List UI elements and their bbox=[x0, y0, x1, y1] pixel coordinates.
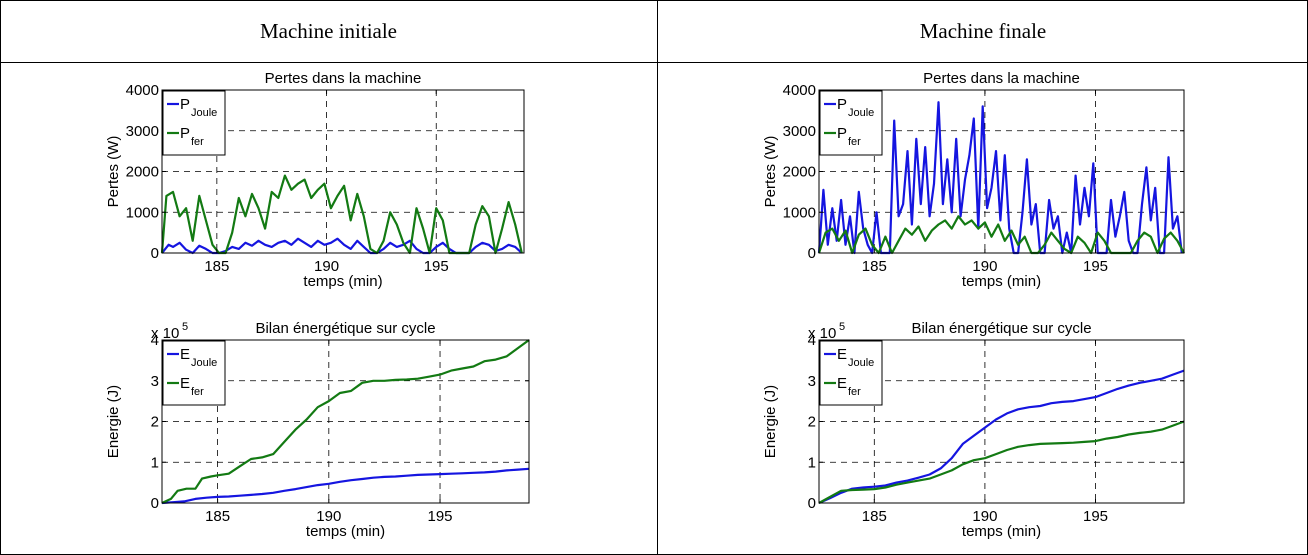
y-tick-label: 3 bbox=[151, 373, 159, 390]
series-line-e-joule bbox=[161, 467, 530, 505]
y-axis-label: Pertes (W) bbox=[762, 136, 779, 208]
legend-label-subscript: fer bbox=[191, 136, 204, 148]
y-tick-label: 1000 bbox=[783, 204, 816, 221]
y-tick-label: 0 bbox=[808, 245, 816, 262]
series-line-p-joule bbox=[817, 101, 1183, 255]
y-axis-label: Energie (J) bbox=[105, 385, 122, 458]
y-tick-label: 1 bbox=[808, 454, 816, 471]
y-tick-label: 3000 bbox=[126, 123, 159, 140]
x-tick-label: 195 bbox=[424, 258, 449, 275]
legend-label: P bbox=[180, 96, 190, 113]
legend-label-subscript: fer bbox=[848, 136, 861, 148]
legend-label: P bbox=[837, 125, 847, 142]
x-tick-label: 185 bbox=[204, 258, 229, 275]
y-tick-label: 0 bbox=[808, 495, 816, 512]
x-tick-label: 185 bbox=[862, 508, 887, 525]
x-axis-label: temps (min) bbox=[962, 523, 1041, 540]
y-tick-label: 2000 bbox=[126, 164, 159, 181]
y-tick-label: 2000 bbox=[783, 164, 816, 181]
legend-label-subscript: Joule bbox=[848, 107, 874, 119]
series-line-e-fer bbox=[161, 339, 530, 504]
legend-label: E bbox=[180, 375, 190, 392]
legend-label: P bbox=[837, 96, 847, 113]
legend-box bbox=[162, 340, 226, 406]
chart-0: 185 190 195 0 1000 2000 3000 4000 Pertes dans la… bbox=[105, 70, 525, 290]
chart-title: Pertes dans la machine bbox=[265, 70, 422, 87]
x-tick-label: 195 bbox=[1083, 508, 1108, 525]
y-exponent-label: x 10 bbox=[808, 325, 836, 342]
y-tick-label: 4 bbox=[808, 332, 816, 349]
x-tick-label: 185 bbox=[205, 508, 230, 525]
series-line-e-joule bbox=[818, 369, 1185, 505]
x-tick-label: 185 bbox=[862, 258, 887, 275]
series-line-e-fer bbox=[818, 420, 1185, 504]
x-tick-label: 195 bbox=[1083, 258, 1108, 275]
x-axis-label: temps (min) bbox=[303, 273, 382, 290]
y-tick-label: 4000 bbox=[783, 82, 816, 99]
x-axis-label: temps (min) bbox=[962, 273, 1041, 290]
y-tick-label: 1000 bbox=[126, 204, 159, 221]
x-tick-label: 190 bbox=[314, 258, 339, 275]
header-divider bbox=[0, 62, 1308, 63]
chart-title: Bilan énergétique sur cycle bbox=[255, 320, 435, 337]
y-exponent-power: 5 bbox=[839, 321, 845, 333]
x-tick-label: 190 bbox=[316, 508, 341, 525]
chart-1: 185 190 195 0 1000 2000 3000 4000 Pertes dans la… bbox=[762, 70, 1185, 290]
y-tick-label: 3000 bbox=[783, 123, 816, 140]
column-divider bbox=[657, 0, 658, 555]
column-header-finale: Machine finale bbox=[919, 18, 1047, 43]
chart-title: Bilan énergétique sur cycle bbox=[911, 320, 1091, 337]
legend-label-subscript: Joule bbox=[848, 357, 874, 369]
legend-label: E bbox=[837, 346, 847, 363]
legend-label-subscript: fer bbox=[191, 386, 204, 398]
y-tick-label: 2 bbox=[151, 414, 159, 431]
chart-3: 185 190 195 0 1 2 3 4x 10 5 Bilan énergétique sur… bbox=[762, 320, 1185, 540]
legend-box bbox=[162, 90, 226, 156]
legend-label: E bbox=[837, 375, 847, 392]
legend-label-subscript: Joule bbox=[191, 357, 217, 369]
y-axis-label: Energie (J) bbox=[762, 385, 779, 458]
legend-label-subscript: Joule bbox=[191, 107, 217, 119]
chart-2: 185 190 195 0 1 2 3 4x 10 5 Bilan énergétique sur… bbox=[105, 320, 530, 540]
y-tick-label: 0 bbox=[151, 245, 159, 262]
y-tick-label: 3 bbox=[808, 373, 816, 390]
x-axis-label: temps (min) bbox=[306, 523, 385, 540]
legend-label-subscript: fer bbox=[848, 386, 861, 398]
y-tick-label: 4 bbox=[151, 332, 159, 349]
legend-label: P bbox=[180, 125, 190, 142]
legend-box bbox=[819, 340, 883, 406]
y-tick-label: 0 bbox=[151, 495, 159, 512]
x-tick-label: 190 bbox=[972, 508, 997, 525]
x-tick-label: 190 bbox=[972, 258, 997, 275]
y-tick-label: 1 bbox=[151, 454, 159, 471]
legend-label: E bbox=[180, 346, 190, 363]
x-tick-label: 195 bbox=[428, 508, 453, 525]
y-tick-label: 4000 bbox=[126, 82, 159, 99]
y-exponent-power: 5 bbox=[182, 321, 188, 333]
y-tick-label: 2 bbox=[808, 414, 816, 431]
chart-title: Pertes dans la machine bbox=[923, 70, 1080, 87]
legend-box bbox=[819, 90, 883, 156]
y-axis-label: Pertes (W) bbox=[105, 136, 122, 208]
column-header-initiale: Machine initiale bbox=[259, 18, 398, 43]
y-exponent-label: x 10 bbox=[151, 325, 179, 342]
